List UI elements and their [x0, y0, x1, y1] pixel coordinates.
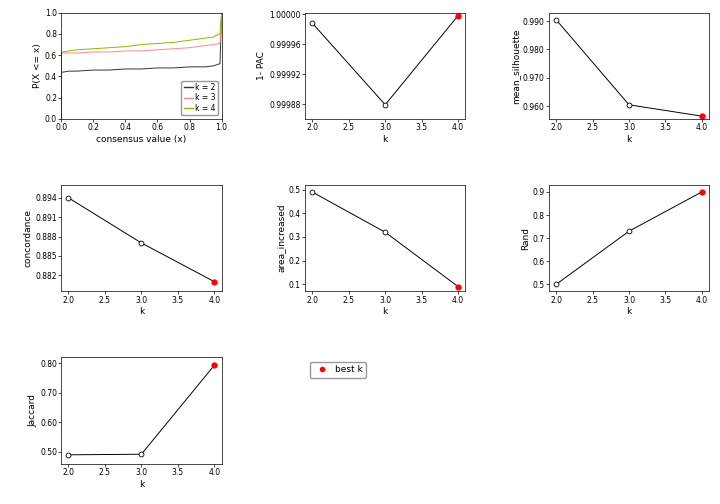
X-axis label: consensus value (x): consensus value (x) — [96, 135, 186, 144]
X-axis label: k: k — [139, 480, 144, 488]
Y-axis label: mean_silhouette: mean_silhouette — [511, 28, 520, 103]
Legend: k = 2, k = 3, k = 4: k = 2, k = 3, k = 4 — [181, 81, 217, 115]
X-axis label: k: k — [382, 307, 388, 317]
X-axis label: k: k — [626, 307, 631, 317]
Y-axis label: Jaccard: Jaccard — [28, 394, 37, 427]
X-axis label: k: k — [626, 135, 631, 144]
Y-axis label: P(X <= x): P(X <= x) — [33, 43, 42, 88]
Y-axis label: area_increased: area_increased — [277, 204, 286, 273]
Y-axis label: 1- PAC: 1- PAC — [258, 51, 266, 80]
Y-axis label: concordance: concordance — [24, 209, 32, 267]
Y-axis label: Rand: Rand — [521, 227, 530, 249]
X-axis label: k: k — [139, 307, 144, 317]
X-axis label: k: k — [382, 135, 388, 144]
Legend: best k: best k — [310, 362, 366, 378]
